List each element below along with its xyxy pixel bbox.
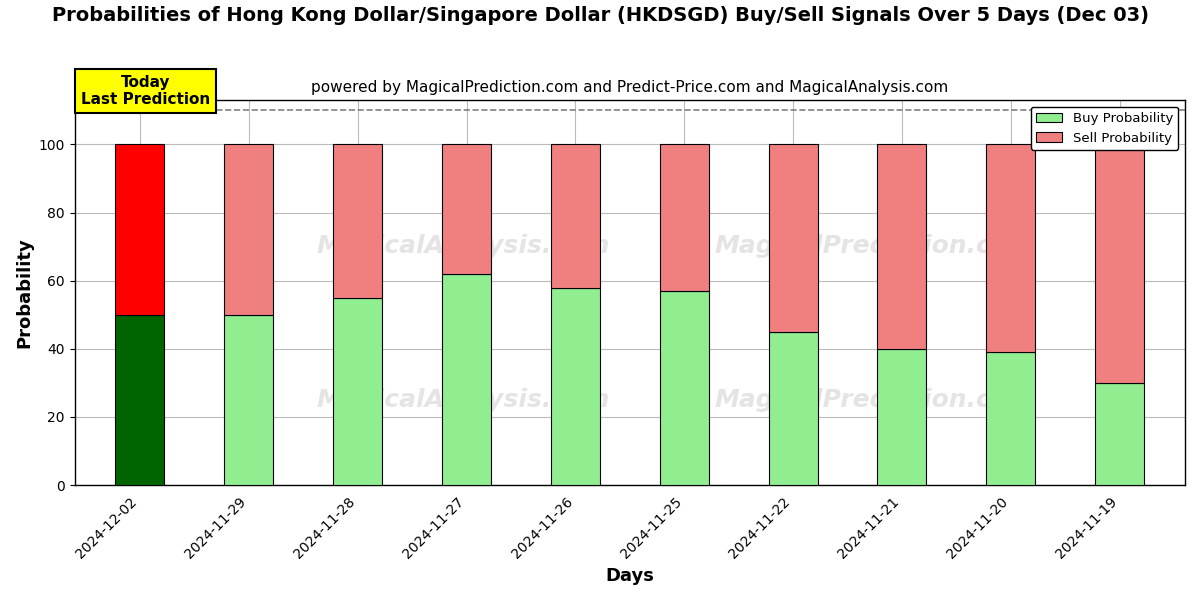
Text: Probabilities of Hong Kong Dollar/Singapore Dollar (HKDSGD) Buy/Sell Signals Ove: Probabilities of Hong Kong Dollar/Singap… [52,6,1148,25]
Bar [660,291,709,485]
Title: powered by MagicalPrediction.com and Predict-Price.com and MagicalAnalysis.com: powered by MagicalPrediction.com and Pre… [311,80,948,95]
Bar [769,145,817,332]
Bar [986,352,1036,485]
Text: MagicalPrediction.com: MagicalPrediction.com [714,388,1034,412]
Bar [224,145,274,315]
Bar [442,274,491,485]
Bar [115,145,164,315]
Bar [1096,383,1144,485]
Bar [551,287,600,485]
Bar [115,315,164,485]
Bar [1096,145,1144,383]
Text: MagicalAnalysis.com: MagicalAnalysis.com [317,235,610,259]
Bar [660,145,709,291]
Legend: Buy Probability, Sell Probability: Buy Probability, Sell Probability [1031,107,1178,150]
Bar [769,332,817,485]
Y-axis label: Probability: Probability [16,237,34,348]
Text: Today
Last Prediction: Today Last Prediction [80,74,210,107]
Bar [224,315,274,485]
Bar [877,349,926,485]
Bar [877,145,926,349]
X-axis label: Days: Days [605,567,654,585]
Bar [551,145,600,287]
Text: MagicalAnalysis.com: MagicalAnalysis.com [317,388,610,412]
Bar [334,145,382,298]
Bar [986,145,1036,352]
Bar [334,298,382,485]
Text: MagicalPrediction.com: MagicalPrediction.com [714,235,1034,259]
Bar [442,145,491,274]
